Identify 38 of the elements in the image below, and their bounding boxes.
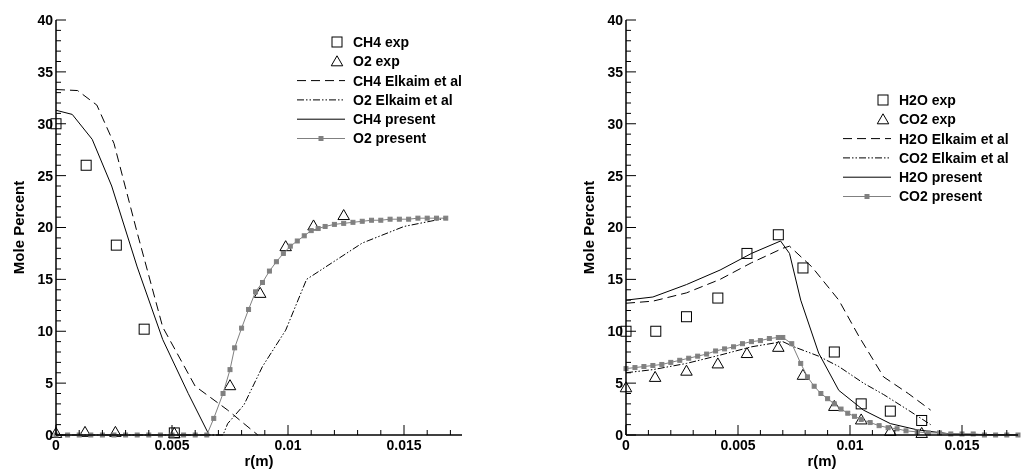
y-tick-label: 15 xyxy=(607,271,624,288)
legend-label: CH4 present xyxy=(353,111,436,128)
x-tick-label: 0.005 xyxy=(154,437,190,453)
y-tick-label: 40 xyxy=(607,11,624,28)
legend-label: O2 Elkaim et al xyxy=(353,91,453,108)
legend-label: O2 present xyxy=(353,130,427,147)
y-tick-label: 5 xyxy=(45,375,54,392)
y-tick-label: 15 xyxy=(37,271,54,288)
y-tick-label: 40 xyxy=(37,11,54,28)
y-tick-label: 10 xyxy=(37,323,54,340)
y-tick-label: 30 xyxy=(607,115,624,132)
y-tick-label: 30 xyxy=(37,115,54,132)
legend-label: H2O present xyxy=(899,169,983,186)
legend-label: H2O exp xyxy=(899,91,956,108)
legend-label: CO2 present xyxy=(899,188,983,205)
x-axis-title: r(m) xyxy=(807,452,837,469)
y-tick-label: 35 xyxy=(37,63,54,80)
y-tick-label: 35 xyxy=(607,63,624,80)
y-tick-label: 10 xyxy=(607,323,624,340)
x-tick-label: 0.005 xyxy=(720,437,756,453)
y-axis-title: Mole Percent xyxy=(580,180,597,275)
x-tick-label: 0.015 xyxy=(944,437,980,453)
legend-label: CH4 exp xyxy=(353,33,410,50)
legend-label: CO2 Elkaim et al xyxy=(899,149,1009,166)
x-axis-title: r(m) xyxy=(244,452,274,469)
legend-label: H2O Elkaim et al xyxy=(899,130,1009,147)
x-tick-label: 0.015 xyxy=(386,437,422,453)
x-tick-label: 0.01 xyxy=(836,437,864,453)
legend-label: CO2 exp xyxy=(899,111,956,128)
y-axis-title: Mole Percent xyxy=(10,180,27,275)
y-tick-label: 25 xyxy=(607,167,624,184)
legend-label: CH4 Elkaim et al xyxy=(353,72,462,89)
y-tick-label: 25 xyxy=(37,167,54,184)
y-tick-label: 20 xyxy=(607,219,624,236)
y-tick-label: 20 xyxy=(37,219,54,236)
y-tick-label: 5 xyxy=(615,375,624,392)
legend-label: O2 exp xyxy=(353,53,400,70)
x-tick-label: 0.01 xyxy=(274,437,302,453)
